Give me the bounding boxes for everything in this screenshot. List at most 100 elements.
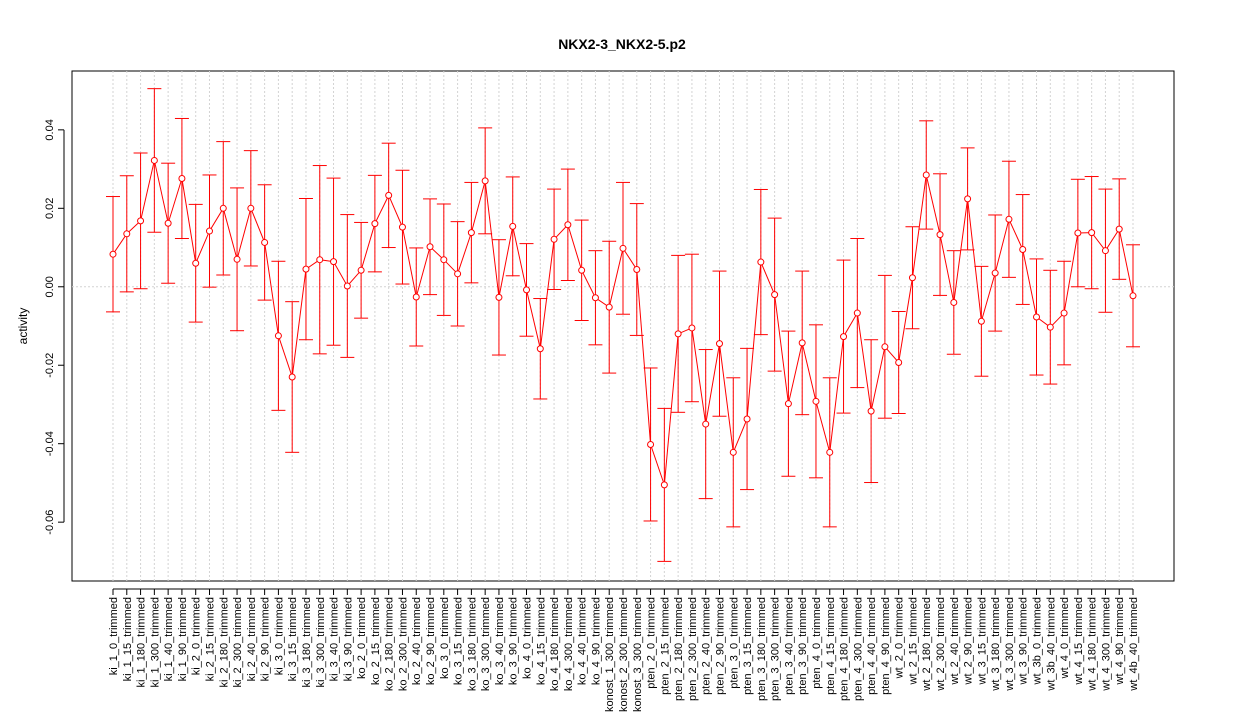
x-tick-label: ki_3_180_trimmed — [301, 597, 313, 688]
data-point — [467, 229, 475, 237]
data-point — [454, 270, 462, 278]
data-point — [895, 358, 903, 366]
x-tick-label: pten_4_90_trimmed — [880, 597, 892, 695]
x-tick-label: pten_3_15_trimmed — [742, 597, 754, 695]
data-point — [109, 250, 117, 258]
data-point — [550, 235, 558, 243]
data-point — [867, 407, 875, 415]
data-point — [633, 266, 641, 274]
x-tick-label: pten_2_300_trimmed — [687, 597, 699, 701]
x-tick-label: pten_4_300_trimmed — [852, 597, 864, 701]
x-tick-label: wt_4_15_trimmed — [1073, 597, 1085, 685]
x-tick-label: ko_4_180_trimmed — [549, 597, 561, 691]
data-point — [840, 333, 848, 341]
x-tick-label: ki_2_0_trimmed — [191, 597, 203, 675]
x-tick-label: ko_3_0_trimmed — [439, 597, 451, 679]
data-point — [1019, 246, 1027, 253]
x-tick-label: pten_4_0_trimmed — [811, 597, 823, 689]
x-tick-label: pten_4_180_trimmed — [839, 597, 851, 701]
y-tick-label: 0.00 — [44, 276, 56, 297]
data-point — [853, 309, 861, 317]
data-point — [426, 243, 434, 251]
x-tick-label: konost_2_300_trimmed — [618, 597, 630, 712]
data-point — [908, 274, 916, 282]
data-point — [123, 230, 131, 238]
data-point — [137, 217, 145, 225]
x-tick-label: konost_1_300_trimmed — [604, 597, 616, 712]
x-tick-label: wt_4_180_trimmed — [1087, 597, 1099, 692]
data-point — [481, 177, 489, 185]
y-tick-label: 0.04 — [44, 119, 56, 140]
y-axis: -0.06 -0.04 -0.02 0.00 0.02 0.04 — [44, 119, 65, 535]
x-tick-label: wt_3_15_trimmed — [976, 597, 988, 685]
data-point — [991, 269, 999, 277]
data-point — [261, 238, 269, 246]
data-point — [412, 293, 420, 301]
data-point — [702, 420, 710, 428]
data-point — [812, 397, 820, 405]
x-tick-label: ki_1_40_trimmed — [163, 597, 175, 681]
x-tick-label: ki_1_180_trimmed — [136, 597, 148, 688]
x-tick-label: pten_2_180_trimmed — [673, 597, 685, 701]
y-tick-label: -0.02 — [44, 353, 56, 378]
data-point — [605, 303, 613, 311]
data-point — [1060, 309, 1068, 317]
x-tick-label: wt_2_300_trimmed — [935, 597, 947, 692]
x-tick-label: wt_4_90_trimmed — [1114, 597, 1126, 685]
data-point — [205, 227, 213, 235]
x-tick-label: ki_3_15_trimmed — [287, 597, 299, 681]
data-point — [578, 266, 586, 274]
data-point — [771, 291, 779, 299]
data-point — [647, 440, 655, 448]
data-point — [936, 231, 944, 239]
y-axis-label: activity — [16, 308, 30, 345]
x-tick-label: ki_3_40_trimmed — [329, 597, 341, 681]
x-tick-label: ko_4_40_trimmed — [577, 597, 589, 685]
x-tick-label: wt_2_40_trimmed — [949, 597, 961, 685]
data-point — [1074, 229, 1082, 237]
data-point — [964, 195, 972, 203]
data-point — [591, 294, 599, 302]
data-point — [660, 481, 668, 489]
x-tick-label: ko_2_300_trimmed — [397, 597, 409, 691]
x-tick-label: wt_2_0_trimmed — [894, 597, 906, 679]
x-tick-label: ko_2_180_trimmed — [384, 597, 396, 691]
x-tick-label: pten_2_40_trimmed — [701, 597, 713, 695]
x-tick-label: ki_3_0_trimmed — [273, 597, 285, 675]
data-point — [398, 223, 406, 231]
x-tick-label: ko_2_0_trimmed — [356, 597, 368, 679]
data-point — [385, 191, 393, 199]
data-point — [619, 244, 627, 252]
x-tick-label: ko_3_300_trimmed — [480, 597, 492, 691]
x-tick-label: konost_3_300_trimmed — [632, 597, 644, 712]
x-tick-label: pten_3_90_trimmed — [797, 597, 809, 695]
data-point — [330, 258, 338, 266]
x-tick-label: ki_1_90_trimmed — [177, 597, 189, 681]
x-tick-label: pten_2_90_trimmed — [714, 597, 726, 695]
x-tick-label: ko_2_40_trimmed — [411, 597, 423, 685]
x-tick-label: pten_4_40_trimmed — [866, 597, 878, 695]
x-tick-label: pten_2_0_trimmed — [646, 597, 658, 689]
data-point — [977, 317, 985, 325]
x-tick-label: wt_4b_40_trimmed — [1128, 597, 1140, 692]
x-tick-label: ki_2_180_trimmed — [218, 597, 230, 688]
data-point — [509, 222, 517, 230]
data-point — [1129, 292, 1137, 300]
chart-title: NKX2-3_NKX2-5.p2 — [558, 36, 686, 52]
x-tick-label: pten_4_15_trimmed — [825, 597, 837, 695]
x-tick-label: ko_2_15_trimmed — [370, 597, 382, 685]
data-point — [274, 332, 282, 340]
data-point — [440, 256, 448, 264]
x-tick-label: pten_3_0_trimmed — [728, 597, 740, 689]
data-point — [922, 171, 930, 179]
data-point — [715, 340, 723, 348]
data-point — [357, 266, 365, 274]
data-point — [164, 219, 172, 227]
x-tick-label: wt_3_300_trimmed — [1004, 597, 1016, 692]
x-tick-label: ko_3_40_trimmed — [494, 597, 506, 685]
data-point — [674, 330, 682, 338]
data-point — [1033, 313, 1041, 321]
data-point — [178, 174, 186, 182]
data-point — [192, 259, 200, 267]
